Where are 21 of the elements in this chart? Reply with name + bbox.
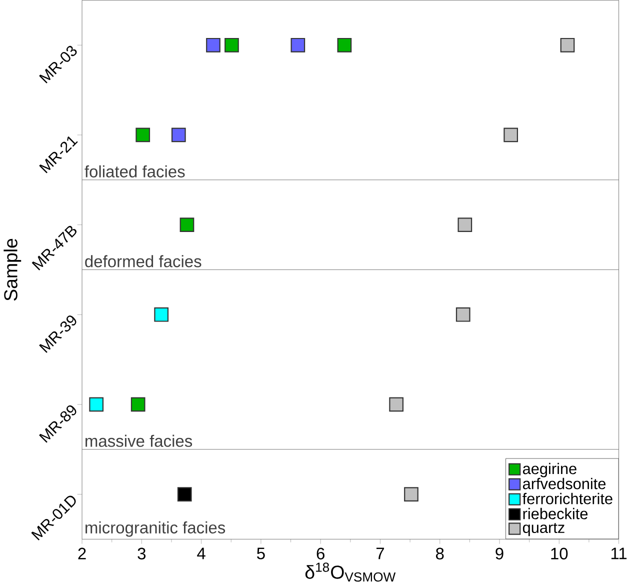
legend-label: aegirine [522,462,576,478]
y-axis-title: Sample [4,238,22,300]
x-tick-label: 10 [551,548,568,560]
x-tick-label: 8 [436,548,444,560]
x-tick-label: 3 [138,548,146,560]
legend-label: arfvedsonite [522,478,606,490]
x-tick-label: 2 [78,548,86,560]
x-tick-label: 4 [197,548,206,559]
legend-label: quartz [522,522,564,536]
x-tick-label: 11 [611,548,627,559]
annotation: massive facies [86,434,192,447]
annotation: foliated facies [84,165,185,178]
annotation: deformed facies [85,255,202,268]
x-tick-label: 5 [257,548,265,560]
x-tick-label: 7 [376,548,384,559]
x-axis-title: δ$^{18}$O$_{VSMOW}$ [305,562,396,582]
x-tick-label: 9 [496,548,504,560]
legend-label: ferrorichterite [522,492,612,504]
annotation: microgranitic facies [86,521,226,537]
x-tick-label: 6 [316,548,324,560]
legend-label: riebeckite [523,508,588,520]
